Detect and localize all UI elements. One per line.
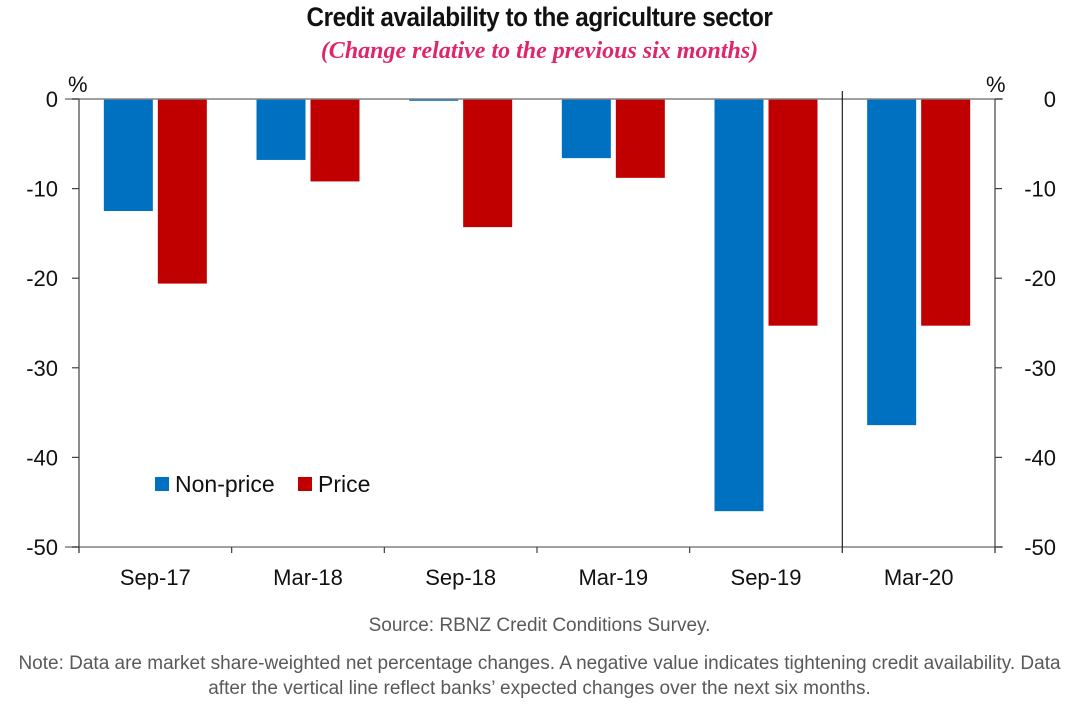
bar-non-price-sep-17 <box>103 99 153 211</box>
x-tick-labels: Sep-17 Mar-18 Sep-18 Mar-19 Sep-19 Mar-20 <box>120 565 954 590</box>
bar-price-sep-18 <box>463 99 513 228</box>
bar-price-sep-17 <box>157 99 207 284</box>
legend-label-non-price: Non-price <box>175 471 275 497</box>
y-axis-unit-right: % <box>986 72 1006 97</box>
y-tick-label-right: -20 <box>1024 266 1056 291</box>
y-tick-label-left: -50 <box>26 535 58 560</box>
y-tick-label-left: -10 <box>26 177 58 202</box>
y-tick-label-right: -10 <box>1024 177 1056 202</box>
y-tick-label-left: -30 <box>26 356 58 381</box>
bar-non-price-mar-18 <box>256 99 306 160</box>
y-tick-label-left: -20 <box>26 266 58 291</box>
x-tick-label: Sep-18 <box>425 565 496 590</box>
y-tick-label-left: -40 <box>26 445 58 470</box>
bar-price-sep-19 <box>768 99 818 326</box>
legend: Non-price Price <box>155 471 370 497</box>
source-note: Source: RBNZ Credit Conditions Survey. <box>368 615 711 636</box>
bar-price-mar-20 <box>921 99 971 326</box>
x-tick-label: Sep-19 <box>731 565 802 590</box>
y-tick-label-right: 0 <box>1044 87 1056 112</box>
y-tick-label-left: 0 <box>46 87 58 112</box>
y-tick-labels: 0 0 -10 -10 -20 -20 -30 -30 -40 -40 -50 -50 <box>26 87 1056 560</box>
y-tick-label-right: -40 <box>1024 445 1056 470</box>
bars-group <box>103 99 971 512</box>
axes-group <box>65 91 1003 553</box>
bar-price-mar-19 <box>615 99 665 178</box>
y-tick-label-right: -50 <box>1024 535 1056 560</box>
bar-non-price-mar-20 <box>867 99 917 426</box>
bar-non-price-sep-18 <box>409 99 459 101</box>
legend-swatch-price <box>298 477 312 491</box>
x-tick-label: Mar-19 <box>578 565 648 590</box>
legend-swatch-non-price <box>155 477 169 491</box>
y-axis-unit-left: % <box>68 72 88 97</box>
y-tick-label-right: -30 <box>1024 356 1056 381</box>
chart-title: Credit availability to the agriculture s… <box>306 2 773 32</box>
bar-non-price-mar-19 <box>561 99 611 159</box>
bar-non-price-sep-19 <box>714 99 764 512</box>
x-tick-label: Mar-20 <box>884 565 954 590</box>
x-tick-label: Sep-17 <box>120 565 191 590</box>
x-tick-label: Mar-18 <box>273 565 343 590</box>
footnote: Note: Data are market share-weighted net… <box>18 653 1061 699</box>
bar-price-mar-18 <box>310 99 360 182</box>
legend-label-price: Price <box>318 471 370 497</box>
chart-subtitle: (Change relative to the previous six mon… <box>320 38 759 64</box>
